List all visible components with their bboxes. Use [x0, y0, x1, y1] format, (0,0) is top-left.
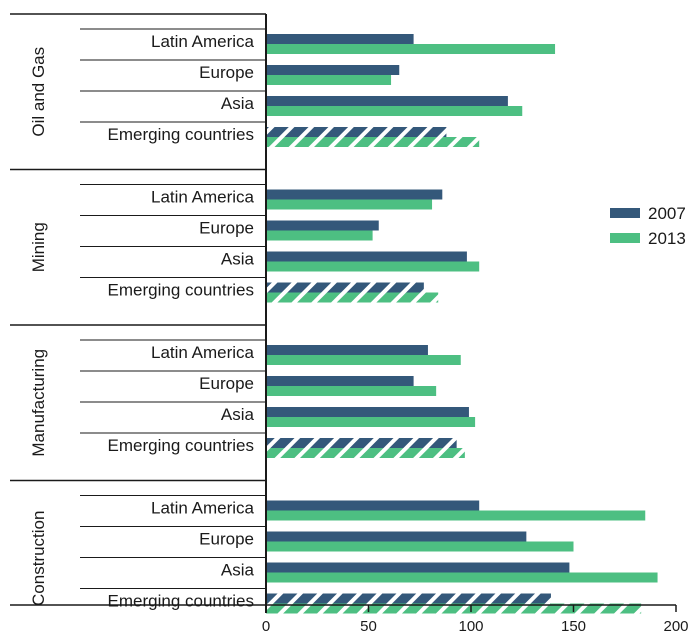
bar-2007 — [266, 438, 457, 448]
category-label: Europe — [199, 530, 254, 549]
bar-2007 — [266, 282, 424, 293]
category-label: Emerging countries — [108, 125, 254, 144]
category-label: Emerging countries — [108, 592, 254, 611]
legend-label-2007: 2007 — [648, 204, 686, 223]
bar-2013 — [266, 106, 523, 116]
category-label: Europe — [199, 219, 254, 238]
bar-2013 — [266, 199, 433, 210]
x-tick-label: 200 — [663, 618, 688, 635]
bar-2007 — [266, 593, 551, 604]
sector-label: Construction — [29, 511, 48, 606]
sector-label: Oil and Gas — [29, 47, 48, 137]
bar-2007 — [266, 127, 447, 137]
bar-2013 — [266, 44, 556, 54]
category-label: Asia — [221, 405, 255, 424]
bar-2007 — [266, 376, 414, 386]
bar-2013 — [266, 448, 465, 458]
category-label: Asia — [221, 94, 255, 113]
bar-2007 — [266, 65, 400, 75]
x-tick-label: 50 — [360, 618, 377, 635]
bar-2013 — [266, 75, 392, 85]
category-label: Latin America — [151, 343, 255, 362]
bar-2013 — [266, 386, 437, 396]
bar-2013 — [266, 572, 658, 583]
bar-2013 — [266, 292, 439, 303]
bar-2007 — [266, 345, 428, 355]
bar-2013 — [266, 355, 461, 365]
plot-area: Oil and Gas Latin America Europe Asia Emergi… — [10, 13, 689, 635]
bar-2013 — [266, 137, 480, 147]
bar-2013 — [266, 230, 373, 241]
bar-2007 — [266, 96, 508, 106]
bar-2013 — [266, 603, 642, 614]
legend-swatch-2007 — [610, 208, 640, 218]
bar-2007 — [266, 531, 527, 542]
sector-label: Manufacturing — [29, 349, 48, 457]
bar-2007 — [266, 251, 467, 262]
bar-2013 — [266, 417, 476, 427]
category-label: Emerging countries — [108, 281, 254, 300]
bar-2007 — [266, 189, 443, 200]
category-label: Latin America — [151, 499, 255, 518]
x-tick-label: 100 — [458, 618, 483, 635]
category-label: Europe — [199, 374, 254, 393]
sector-label: Mining — [29, 222, 48, 272]
category-label: Asia — [221, 561, 255, 580]
bar-2007 — [266, 220, 379, 231]
bar-2007 — [266, 407, 469, 417]
category-label: Latin America — [151, 32, 255, 51]
legend-swatch-2013 — [610, 233, 640, 243]
category-label: Latin America — [151, 188, 255, 207]
bar-2013 — [266, 261, 480, 272]
category-label: Asia — [221, 250, 255, 269]
bar-2013 — [266, 541, 574, 552]
bar-2007 — [266, 500, 480, 511]
legend-label-2013: 2013 — [648, 229, 686, 248]
category-label: Europe — [199, 63, 254, 82]
x-tick-label: 0 — [262, 618, 270, 635]
bar-2013 — [266, 510, 646, 521]
x-tick-label: 150 — [561, 618, 586, 635]
category-label: Emerging countries — [108, 436, 254, 455]
bar-2007 — [266, 34, 414, 44]
bar-2007 — [266, 562, 570, 573]
